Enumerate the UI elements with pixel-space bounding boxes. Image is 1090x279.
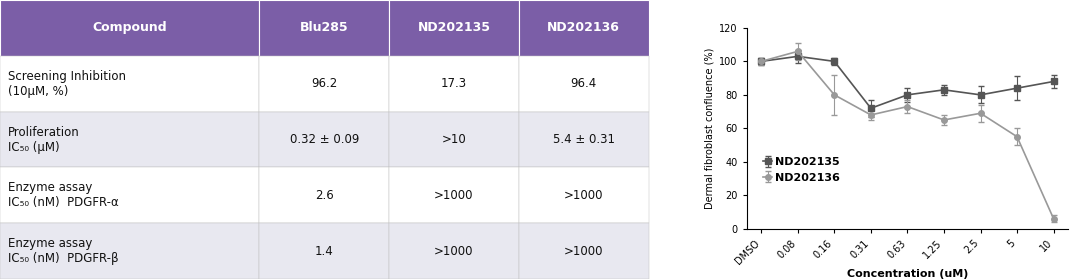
Legend: ND202135, ND202136: ND202135, ND202136 (759, 153, 845, 187)
Text: 2.6: 2.6 (315, 189, 334, 202)
Text: 0.32 ± 0.09: 0.32 ± 0.09 (290, 133, 359, 146)
Text: Screening Inhibition
(10μM, %): Screening Inhibition (10μM, %) (8, 70, 125, 98)
Bar (519, 112, 649, 167)
Bar (389, 56, 519, 112)
Bar (0, 223, 259, 279)
Text: Blu285: Blu285 (300, 21, 349, 34)
X-axis label: Concentration (uM): Concentration (uM) (847, 269, 968, 279)
Text: Proliferation
IC₅₀ (μM): Proliferation IC₅₀ (μM) (8, 126, 80, 153)
Bar (389, 167, 519, 223)
Text: >10: >10 (441, 133, 467, 146)
Text: ND202135: ND202135 (417, 21, 490, 34)
Bar (0, 167, 259, 223)
Text: Enzyme assay
IC₅₀ (nM)  PDGFR-β: Enzyme assay IC₅₀ (nM) PDGFR-β (8, 237, 119, 265)
Bar (519, 0, 649, 56)
Text: 1.4: 1.4 (315, 245, 334, 258)
Bar (259, 223, 389, 279)
Text: Enzyme assay
IC₅₀ (nM)  PDGFR-α: Enzyme assay IC₅₀ (nM) PDGFR-α (8, 181, 119, 209)
Bar (259, 0, 389, 56)
Text: >1000: >1000 (434, 245, 474, 258)
Text: 5.4 ± 0.31: 5.4 ± 0.31 (553, 133, 615, 146)
Text: >1000: >1000 (434, 189, 474, 202)
Y-axis label: Dermal fibroblast confluence (%): Dermal fibroblast confluence (%) (705, 48, 715, 209)
Bar (0, 56, 259, 112)
Text: 96.4: 96.4 (570, 77, 597, 90)
Bar (389, 112, 519, 167)
Bar (389, 0, 519, 56)
Bar (519, 56, 649, 112)
Bar (0, 0, 259, 56)
Bar (259, 167, 389, 223)
Text: ND202136: ND202136 (547, 21, 620, 34)
Text: Compound: Compound (93, 21, 167, 34)
Text: 96.2: 96.2 (311, 77, 338, 90)
Bar (519, 167, 649, 223)
Bar (0, 112, 259, 167)
Bar (259, 56, 389, 112)
Bar (389, 223, 519, 279)
Text: 17.3: 17.3 (441, 77, 467, 90)
Bar (259, 112, 389, 167)
Text: >1000: >1000 (564, 245, 604, 258)
Bar (519, 223, 649, 279)
Text: >1000: >1000 (564, 189, 604, 202)
